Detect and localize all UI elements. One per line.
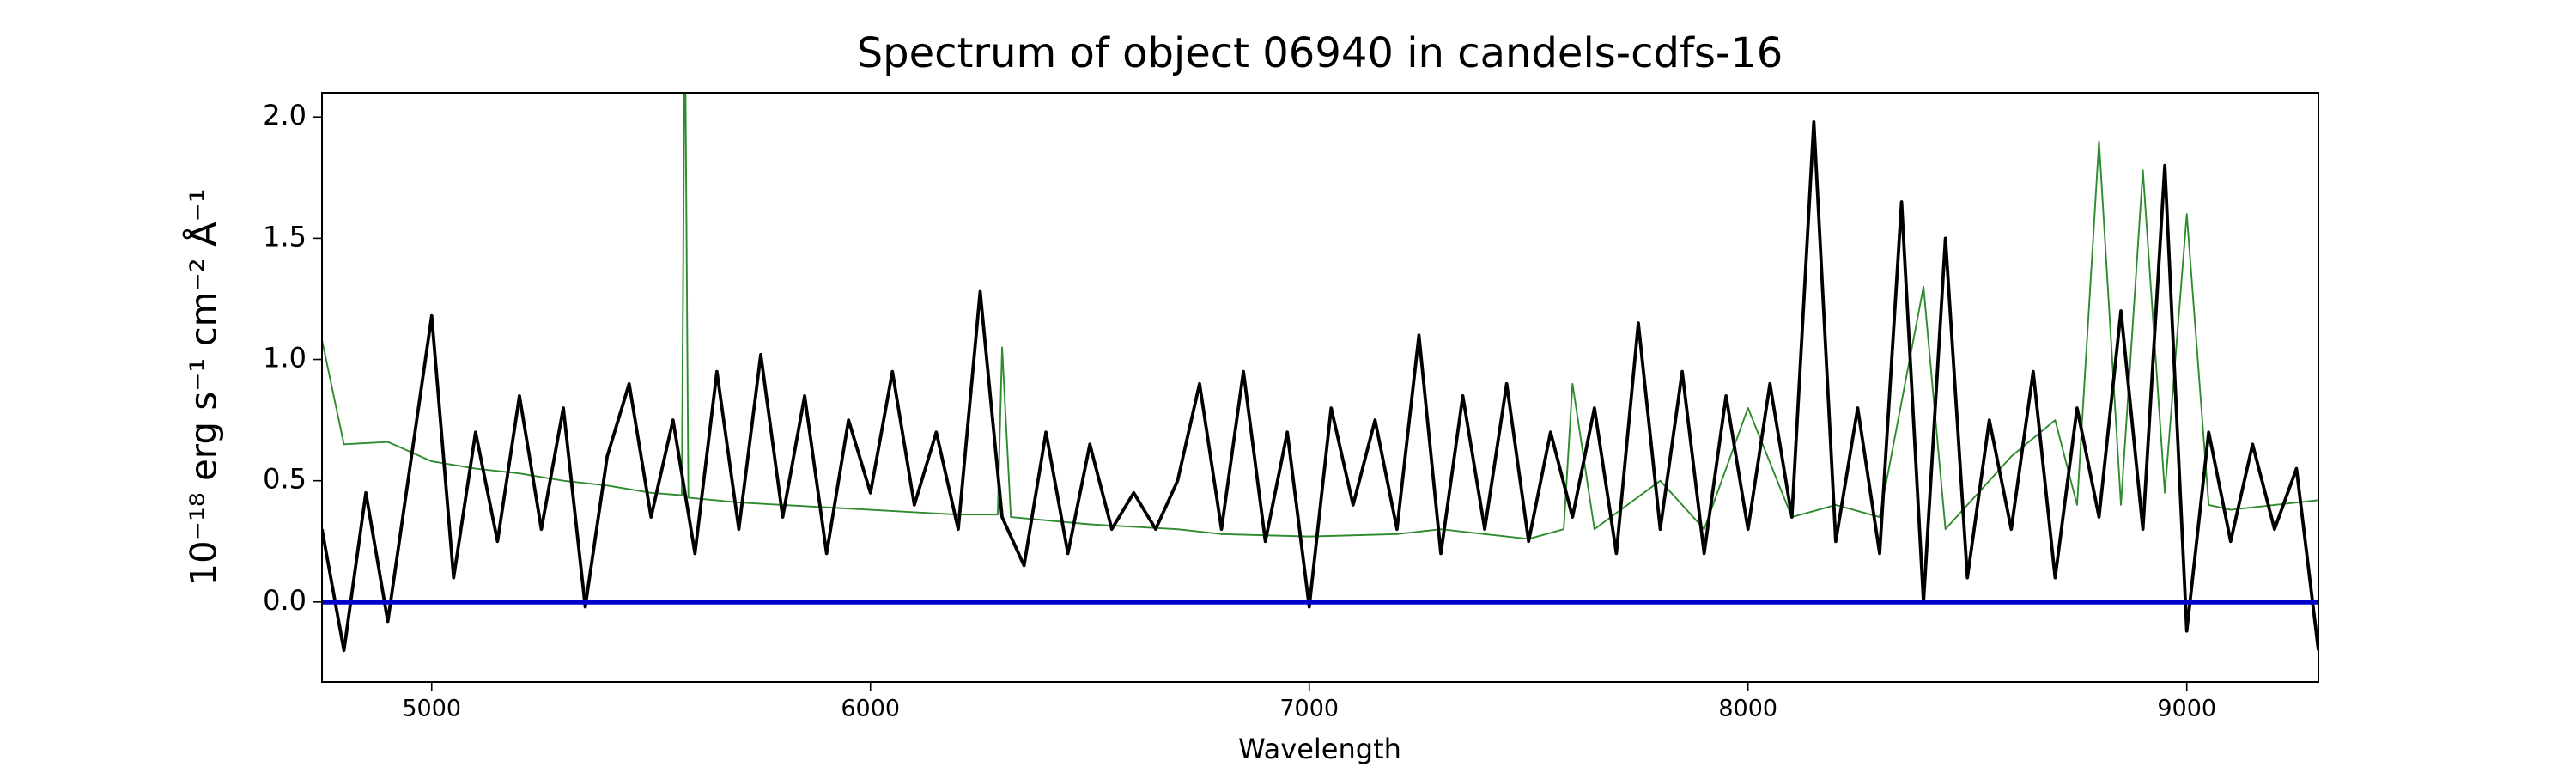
y-tick-label: 2.0: [263, 99, 307, 131]
plot-frame: [321, 92, 2319, 683]
y-tick-label: 0.0: [263, 584, 307, 617]
x-tick-label: 5000: [402, 696, 461, 722]
y-tick-label: 1.0: [263, 342, 307, 374]
chart-title: Spectrum of object 06940 in candels-cdfs…: [857, 29, 1783, 77]
spectrum-line: [322, 93, 2318, 540]
x-tick-label: 7000: [1279, 696, 1339, 722]
plot-area: [322, 93, 2318, 653]
x-axis-label: Wavelength: [1238, 733, 1401, 765]
y-axis-label: 10⁻¹⁸ erg s⁻¹ cm⁻² Å⁻¹: [182, 188, 225, 586]
x-tick-label: 9000: [2157, 696, 2216, 722]
x-tick-label: 6000: [841, 696, 900, 722]
y-tick-label: 0.5: [263, 463, 307, 496]
x-tick-label: 8000: [1718, 696, 1777, 722]
spectrum-line: [322, 119, 2318, 653]
y-tick-label: 1.5: [263, 220, 307, 253]
